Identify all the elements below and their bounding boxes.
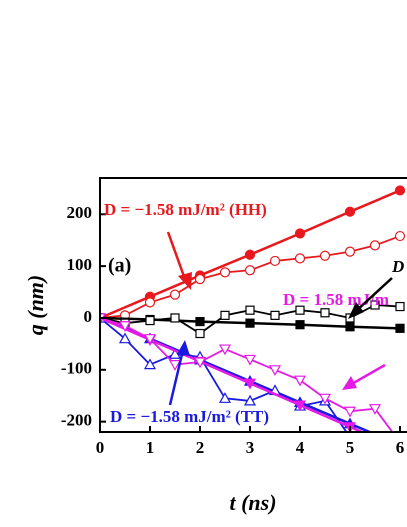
marker [244,265,256,276]
marker [168,360,182,371]
arrows [166,231,393,406]
annotation: D = 1.58 mJ/m [283,290,389,309]
marker [170,313,180,323]
axes: 0 1 2 3 4 5 6 -200 -100 0 100 200 [61,203,404,457]
marker [369,240,381,251]
y-tick-label: 200 [67,203,93,222]
x-tick-label: 6 [396,438,405,457]
marker [243,394,257,406]
marker [219,267,231,278]
y-tick-label: 0 [84,307,93,326]
x-tick-label: 0 [96,438,105,457]
marker [344,206,356,217]
marker [118,332,132,344]
marker [243,354,257,366]
marker [394,230,406,242]
annotation: D = −1.58 mJ/m² (TT) [110,407,269,426]
marker [293,375,307,387]
marker [193,357,207,369]
marker [145,315,155,326]
marker [343,406,357,418]
marker [395,323,405,333]
marker [218,344,232,356]
marker [318,393,332,405]
marker [368,404,382,415]
marker [370,300,380,310]
marker [294,253,306,264]
y-tick-label: 100 [67,255,93,274]
marker [218,392,232,403]
marker [320,308,330,318]
annotations: D = −1.58 mJ/m² (HH) (a) D D = 1.58 mJ/m… [104,200,404,426]
marker [319,250,331,261]
x-tick-label: 5 [346,438,355,457]
marker [293,400,307,412]
marker [195,316,205,327]
marker [243,378,257,390]
annotation: D [391,257,404,276]
x-tick-label: 1 [146,438,155,457]
x-tick-label: 2 [196,438,205,457]
marker [118,321,132,332]
marker [395,301,405,312]
annotation: (a) [108,255,131,277]
marker [143,358,157,370]
marker [194,273,206,285]
marker [169,289,181,300]
y-tick-label: -200 [61,411,92,430]
marker [143,334,157,345]
x-axis-label: t (ns) [229,490,276,515]
marker [244,249,256,260]
marker [394,185,406,196]
marker [220,310,230,320]
marker [295,305,305,315]
x-tick-label: 4 [296,438,305,457]
annotation: D = −1.58 mJ/m² (HH) [104,200,267,219]
plot-frame [99,177,407,433]
plot-area [100,185,406,432]
marker [269,255,281,267]
marker [345,322,355,332]
marker [294,228,306,239]
marker [245,318,255,328]
marker [245,305,255,315]
y-axis-label: q (nm) [23,275,48,336]
marker [268,365,282,377]
marker [195,328,205,339]
y-tick-label: -100 [61,359,92,378]
x-tick-label: 3 [246,438,255,457]
marker [295,320,305,330]
marker [344,246,356,257]
marker [270,310,280,320]
marker [144,297,156,308]
